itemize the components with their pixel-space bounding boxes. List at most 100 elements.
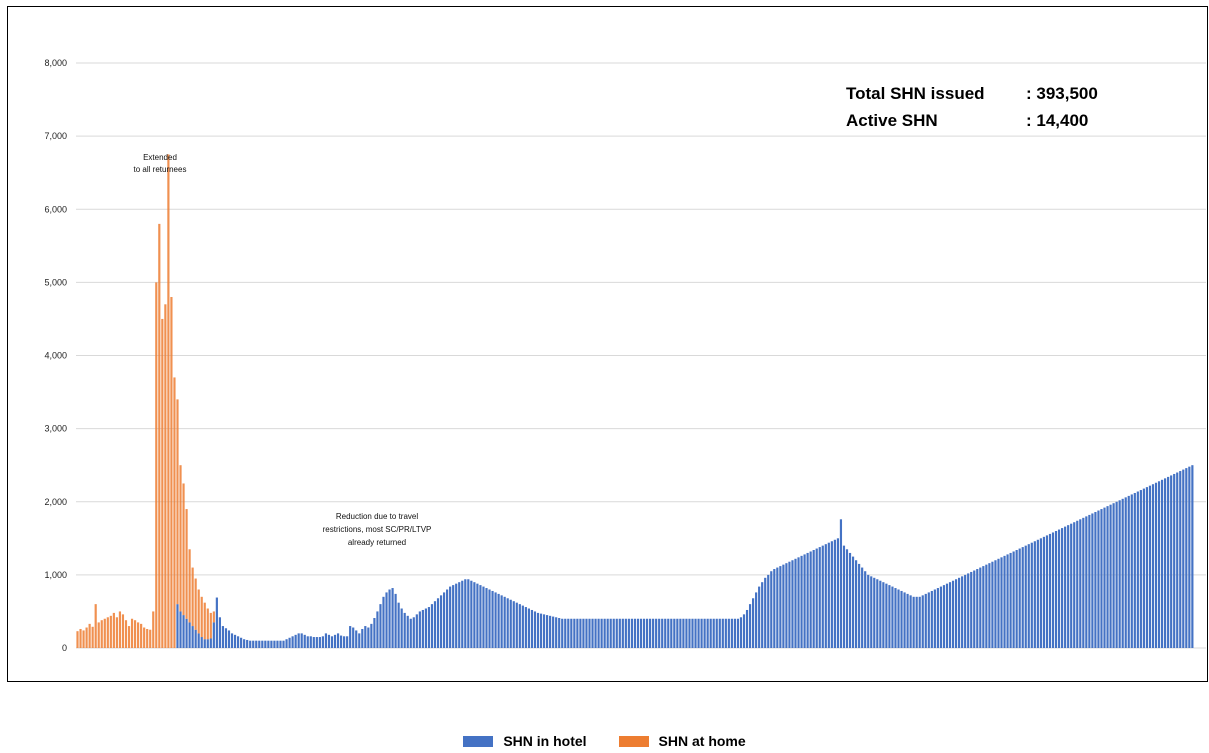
bar-hotel: [209, 638, 212, 648]
bar-hotel: [288, 637, 291, 648]
legend: SHN in hotel SHN at home: [0, 731, 1209, 751]
bar-hotel: [685, 618, 688, 648]
bar-home: [118, 611, 122, 648]
bar-hotel: [294, 634, 297, 648]
bar-hotel: [582, 618, 585, 648]
bar-hotel: [185, 618, 188, 648]
bar-hotel: [394, 593, 397, 648]
bar-hotel: [900, 590, 903, 648]
bar-hotel: [391, 588, 394, 648]
bar-home: [206, 608, 209, 640]
chart-frame: [7, 6, 1208, 682]
bar-hotel: [179, 611, 182, 648]
bar-hotel: [558, 618, 561, 648]
bar-hotel: [1160, 479, 1164, 648]
bar-hotel: [688, 618, 691, 648]
bar-hotel: [1006, 554, 1009, 648]
bar-hotel: [967, 573, 970, 648]
bar-hotel: [339, 635, 343, 648]
bar-home: [167, 154, 170, 648]
bar-hotel: [591, 618, 594, 648]
bar-hotel: [1079, 519, 1082, 648]
bar-hotel: [561, 618, 564, 648]
y-tick-label: 7,000: [44, 131, 67, 141]
bar-hotel: [845, 549, 849, 648]
bar-hotel: [997, 558, 1000, 648]
bar-hotel: [1073, 522, 1076, 648]
bar-hotel: [1118, 500, 1121, 648]
bar-hotel: [1021, 547, 1024, 648]
bar-hotel: [927, 592, 930, 648]
bar-hotel: [809, 551, 812, 648]
bar-hotel: [530, 609, 534, 648]
bar-hotel: [476, 583, 479, 648]
bar-hotel: [233, 634, 237, 648]
bar-hotel: [824, 544, 827, 648]
bar-hotel: [1139, 490, 1142, 648]
total-shn-issued-label: Total SHN issued: [846, 84, 985, 103]
bar-hotel: [603, 618, 606, 648]
bar-hotel: [318, 637, 321, 648]
bar-hotel: [488, 589, 491, 648]
bar-hotel: [915, 596, 918, 648]
bar-hotel: [779, 566, 782, 648]
bar-hotel: [261, 640, 264, 648]
bar-home: [121, 614, 125, 648]
bar-hotel: [1148, 485, 1152, 648]
bar-hotel: [200, 637, 203, 648]
bar-hotel: [861, 567, 864, 648]
bar-hotel: [624, 618, 627, 648]
bar-hotel: [867, 574, 870, 649]
totals-box: Total SHN issued : 393,500 Active SHN : …: [846, 84, 1098, 130]
bar-hotel: [449, 586, 452, 648]
active-shn-value: : 14,400: [1026, 111, 1088, 130]
annotation-reduction-line3: already returned: [348, 538, 406, 547]
bar-hotel: [706, 618, 709, 648]
bar-hotel: [500, 595, 503, 648]
bar-hotel: [461, 580, 464, 648]
bar-hotel: [633, 618, 637, 648]
gridlines: [76, 62, 1206, 649]
bar-hotel: [906, 593, 909, 648]
bar-hotel: [721, 618, 724, 648]
bar-hotel: [873, 577, 876, 648]
bar-hotel: [521, 605, 524, 648]
bar-hotel: [1185, 468, 1188, 648]
bar-hotel: [188, 622, 191, 648]
bar-hotel: [376, 611, 379, 648]
bar-hotel: [954, 579, 958, 648]
annotation-extended-line1: Extended: [143, 153, 177, 162]
bar-hotel: [1115, 501, 1118, 648]
bar-hotel: [964, 574, 967, 649]
bar-hotel: [400, 608, 403, 648]
bar-hotel: [882, 582, 885, 648]
bar-hotel: [439, 595, 443, 648]
bar-hotel: [436, 598, 440, 648]
bar-hotel: [612, 618, 615, 648]
bar-hotel: [473, 582, 476, 648]
bar-hotel: [246, 639, 249, 648]
bar-hotel: [446, 589, 449, 648]
bar-hotel: [1112, 503, 1115, 648]
y-tick-label: 4,000: [44, 351, 67, 361]
bar-hotel: [194, 629, 197, 648]
bar-home: [158, 223, 161, 649]
bar-hotel: [467, 579, 470, 648]
bar-hotel: [649, 618, 652, 648]
bar-hotel: [815, 548, 818, 648]
bar-hotel: [842, 545, 846, 649]
bar-hotel: [506, 598, 509, 648]
bar-hotel: [903, 592, 906, 648]
bar-hotel: [700, 618, 703, 648]
bar-hotel: [888, 585, 891, 648]
bar-hotel: [379, 604, 382, 649]
bar-hotel: [597, 618, 600, 648]
total-shn-issued-value: : 393,500: [1026, 84, 1098, 103]
y-tick-label: 0: [62, 643, 67, 653]
bar-hotel: [315, 637, 318, 648]
bar-hotel: [236, 636, 240, 648]
bar-hotel: [464, 579, 467, 648]
bar-hotel: [300, 633, 303, 649]
bar-hotel: [482, 586, 485, 648]
bar-hotel: [349, 626, 352, 648]
